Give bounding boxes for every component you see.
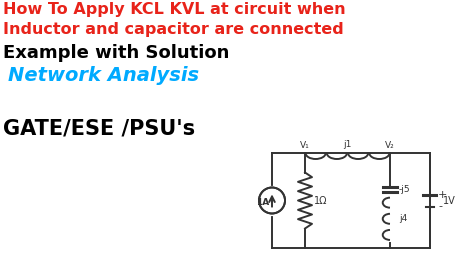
Text: 1V: 1V [443,196,456,206]
Text: j1: j1 [343,140,352,149]
Text: 1A: 1A [256,198,269,207]
Text: 1Ω: 1Ω [314,196,328,206]
Text: +: + [438,189,447,200]
Text: -j5: -j5 [399,185,410,194]
Text: How To Apply KCL KVL at circuit when: How To Apply KCL KVL at circuit when [3,2,346,17]
Text: V₁: V₁ [300,141,310,150]
Text: V₂: V₂ [385,141,395,150]
Text: -: - [438,202,442,211]
Text: j4: j4 [399,214,407,223]
Text: Example with Solution: Example with Solution [3,44,229,62]
Text: Inductor and capacitor are connected: Inductor and capacitor are connected [3,22,344,37]
Text: GATE/ESE /PSU's: GATE/ESE /PSU's [3,118,195,138]
Text: Network Analysis: Network Analysis [8,66,199,85]
